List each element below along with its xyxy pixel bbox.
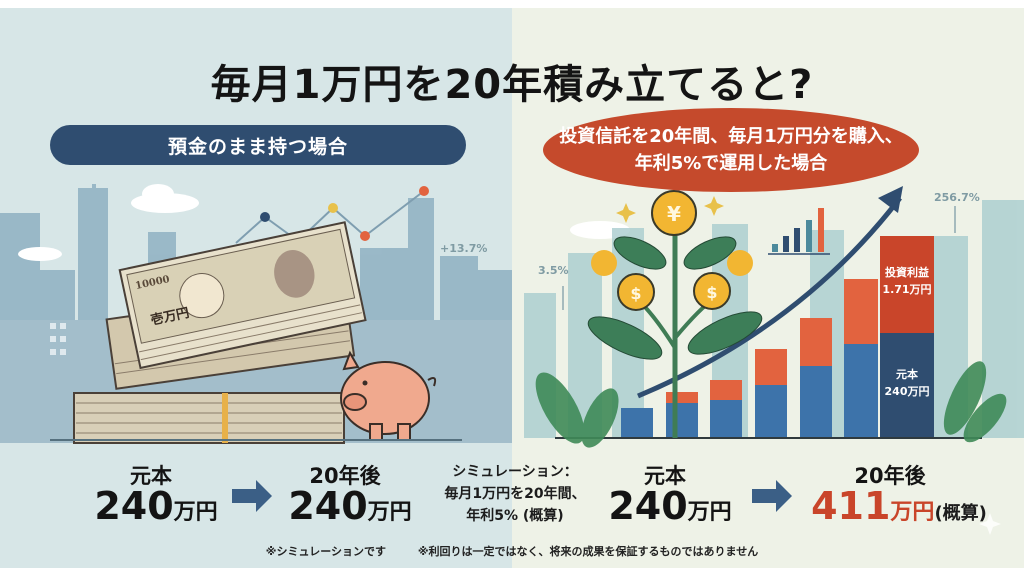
deposit-chart-annotation: +13.7% xyxy=(440,242,488,255)
infographic: 10000 壱万円 xyxy=(0,8,1024,568)
growth-arrow-icon xyxy=(637,186,903,399)
banknote-stack-icon: 10000 壱万円 xyxy=(73,221,367,444)
sparkle-icon xyxy=(979,513,1001,535)
principal-label: 元本 xyxy=(896,368,918,381)
sparkle-icon xyxy=(616,203,636,223)
investment-start-number: 240 xyxy=(608,484,688,528)
deposit-scenario-heading: 預金のまま持つ場合 xyxy=(50,125,466,165)
deposit-end-number: 240 xyxy=(288,484,368,528)
principal-value: 240万円 xyxy=(884,385,930,398)
investment-heading-line1: 投資信託を20年間、毎月1万円分を購入、 xyxy=(559,126,903,147)
svg-text:$: $ xyxy=(706,283,717,302)
profit-label: 投資利益 xyxy=(885,266,929,279)
profit-bar-label: 投資利益 1.71万円 xyxy=(880,264,934,298)
investment-end-label: 20年後 xyxy=(854,464,926,488)
svg-text:壱万円: 壱万円 xyxy=(149,305,190,329)
deposit-start-label: 元本 xyxy=(130,464,172,488)
investment-heading-line2: 年利5%で運用した場合 xyxy=(634,153,828,174)
footnote-simulation: ※シミュレーションです xyxy=(265,545,387,558)
money-tree-icon: ¥ $ $ xyxy=(587,190,763,438)
cloud-icon xyxy=(18,184,630,261)
deposit-start-number: 240 xyxy=(94,484,174,528)
simulation-note: シミュレーション： 毎月1万円を20年間、 年利5% (概算) xyxy=(430,461,600,527)
deposit-end-label: 20年後 xyxy=(309,464,381,488)
simulation-note-line2: 毎月1万円を20年間、 xyxy=(444,486,586,502)
simulation-note-line3: 年利5% (概算) xyxy=(466,508,564,524)
leaf-icon xyxy=(535,361,1007,448)
deposit-start-value: 240万円 xyxy=(86,484,226,528)
investment-start-value: 240万円 xyxy=(600,484,740,528)
investment-end-number: 411 xyxy=(811,484,891,528)
arrow-right-icon xyxy=(752,480,792,512)
mini-bar-chart-icon xyxy=(768,208,830,255)
investment-end-unit: 万円 xyxy=(890,500,935,525)
investment-end-note: (概算) xyxy=(934,503,987,524)
deposit-end-value: 240万円 xyxy=(280,484,420,528)
footnotes: ※シミュレーションです ※利回りは一定ではなく、将来の成果を保証するものではあり… xyxy=(0,543,1024,559)
deposit-end-unit: 万円 xyxy=(367,500,412,525)
svg-text:$: $ xyxy=(630,284,641,303)
growth-bar-chart-icon xyxy=(621,236,934,438)
profit-value: 1.71万円 xyxy=(882,283,932,296)
illustration-layer: 10000 壱万円 xyxy=(0,184,1024,535)
investment-start-label: 元本 xyxy=(644,464,686,488)
investment-start-unit: 万円 xyxy=(687,500,732,525)
arrow-right-icon xyxy=(232,480,272,512)
principal-bar-label: 元本 240万円 xyxy=(880,366,934,400)
svg-text:¥: ¥ xyxy=(667,202,681,226)
page-title: 毎月1万円を20年積み立てると? xyxy=(210,62,814,108)
investment-chart-annotation-left: 3.5% xyxy=(538,264,569,277)
investment-scenario-heading: 投資信託を20年間、毎月1万円分を購入、 年利5%で運用した場合 xyxy=(543,108,919,192)
deposit-start-unit: 万円 xyxy=(173,500,218,525)
piggy-bank-icon xyxy=(340,350,437,441)
investment-end-value: 411万円(概算) xyxy=(804,484,994,528)
footnote-disclaimer: ※利回りは一定ではなく、将来の成果を保証するものではありません xyxy=(417,545,759,558)
simulation-note-line1: シミュレーション： xyxy=(452,464,578,480)
investment-chart-annotation-right: 256.7% xyxy=(934,191,980,204)
